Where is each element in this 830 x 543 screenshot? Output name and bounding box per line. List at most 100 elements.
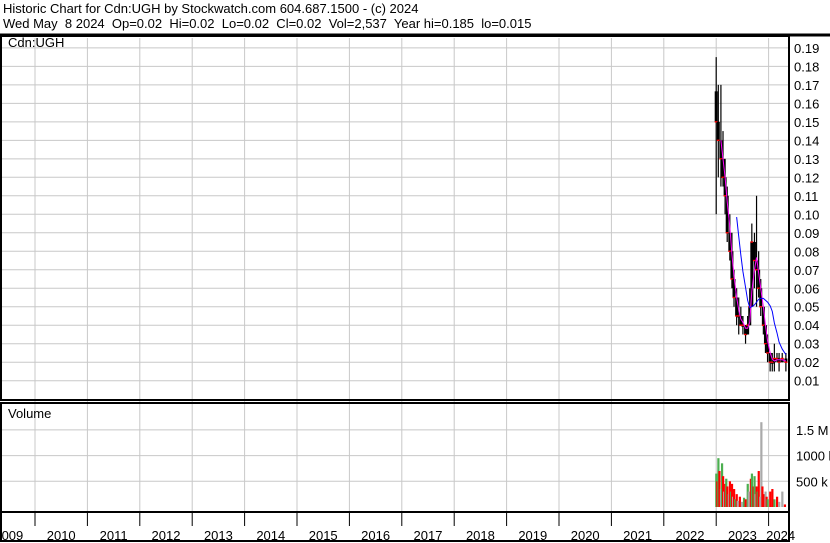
volume-bar	[735, 494, 738, 507]
price-tick-label: 0.03	[794, 337, 819, 352]
price-bar-body	[737, 315, 741, 318]
volume-bar	[750, 473, 754, 507]
volume-bar	[726, 486, 729, 507]
price-tick-label: 0.09	[794, 226, 819, 241]
price-tick-label: 0.12	[794, 170, 819, 185]
price-bar-close	[750, 241, 754, 243]
volume-bar	[769, 491, 772, 507]
price-tick-label: 0.08	[794, 244, 819, 259]
price-bar-close	[766, 352, 770, 354]
price-bar-close	[725, 232, 729, 234]
price-bar-body	[763, 325, 767, 344]
price-bar-body	[721, 158, 725, 178]
price-tick-label: 0.16	[794, 96, 819, 111]
price-bar-close	[763, 343, 767, 345]
year-label: 2016	[361, 528, 390, 543]
price-bar-body	[730, 251, 734, 280]
price-bar-close	[728, 250, 732, 252]
price-bar-close	[737, 315, 741, 317]
price-bar-close	[721, 176, 725, 179]
volume-bar	[762, 494, 765, 507]
volume-bar	[760, 422, 763, 507]
price-bar-close	[761, 324, 765, 326]
price-bar-body	[759, 288, 763, 307]
short-moving-average-line	[720, 140, 787, 362]
year-label: 2012	[152, 528, 181, 543]
price-bar-body	[728, 232, 732, 252]
volume-bar	[736, 500, 739, 507]
price-tick-label: 0.14	[794, 133, 819, 148]
price-bar-close	[759, 306, 763, 308]
year-label: 2017	[414, 528, 443, 543]
price-bar-body	[723, 177, 727, 196]
volume-bar	[747, 491, 750, 507]
volume-tick-label: 500 k	[796, 474, 828, 489]
year-label: 2024	[766, 528, 795, 543]
price-tick-label: 0.05	[794, 300, 819, 315]
price-tick-label: 0.17	[794, 78, 819, 93]
price-bar-body	[725, 195, 729, 233]
year-label: 2014	[256, 528, 285, 543]
price-bar-close	[755, 269, 759, 271]
price-tick-label: 0.18	[794, 59, 819, 74]
price-bar-close	[735, 315, 739, 317]
price-bar-close	[730, 278, 734, 280]
year-label: 2022	[676, 528, 705, 543]
volume-bar	[734, 499, 737, 507]
price-bar-body	[735, 297, 739, 316]
date-axis-border	[0, 511, 790, 542]
price-bar-close	[777, 361, 781, 363]
price-bar-body	[770, 362, 774, 364]
volume-bar	[738, 496, 741, 507]
price-bar-body	[716, 121, 720, 141]
price-bar-body	[757, 269, 761, 289]
price-bar-close	[744, 333, 748, 336]
volume-tick-label: 1000 k	[796, 449, 830, 464]
price-bar-close	[714, 121, 718, 123]
volume-bar	[773, 499, 776, 507]
price-bar-body	[732, 279, 736, 298]
price-bar-close	[723, 195, 727, 197]
price-tick-label: 0.07	[794, 263, 819, 278]
price-bar-close	[772, 357, 776, 360]
price-tick-label: 0.10	[794, 207, 819, 222]
price-bar-body	[750, 242, 754, 307]
year-label: 2010	[47, 528, 76, 543]
price-bar-body	[777, 358, 781, 363]
year-label: 2011	[100, 528, 128, 543]
volume-bar	[740, 501, 744, 507]
volume-tick-label: 1.5 M	[796, 423, 829, 438]
price-bar-close	[780, 357, 784, 360]
price-bar-body	[784, 358, 788, 363]
price-bar-body	[746, 325, 750, 335]
year-label: 2020	[571, 528, 600, 543]
price-bar-close	[716, 139, 720, 142]
chart-header-quote: Wed May 8 2024 Op=0.02 Hi=0.02 Lo=0.02 C…	[3, 16, 532, 31]
price-tick-label: 0.06	[794, 281, 819, 296]
year-label: 2018	[466, 528, 495, 543]
volume-bar	[757, 471, 760, 507]
price-bar-body	[755, 260, 759, 270]
volume-bar	[771, 489, 774, 507]
price-panel-border	[0, 35, 790, 401]
price-tick-label: 0.04	[794, 318, 819, 333]
price-bar-body	[741, 325, 745, 327]
price-bar-close	[784, 361, 788, 363]
price-panel-title: Cdn:UGH	[8, 35, 64, 50]
volume-bar	[744, 499, 747, 507]
price-bar-close	[768, 361, 772, 363]
price-bar-body	[761, 306, 765, 326]
volume-panel-border	[0, 402, 790, 513]
price-bar-body	[744, 325, 748, 335]
price-tick-label: 0.11	[794, 189, 818, 204]
price-bar-close	[775, 357, 779, 360]
volume-bar	[718, 471, 721, 507]
long-moving-average-line	[736, 217, 787, 355]
price-bar-body	[714, 91, 718, 122]
price-bar-close	[757, 287, 761, 289]
price-tick-label: 0.13	[794, 152, 819, 167]
price-bar-close	[752, 259, 756, 262]
volume-bar	[742, 497, 746, 507]
price-bar-body	[768, 352, 772, 363]
